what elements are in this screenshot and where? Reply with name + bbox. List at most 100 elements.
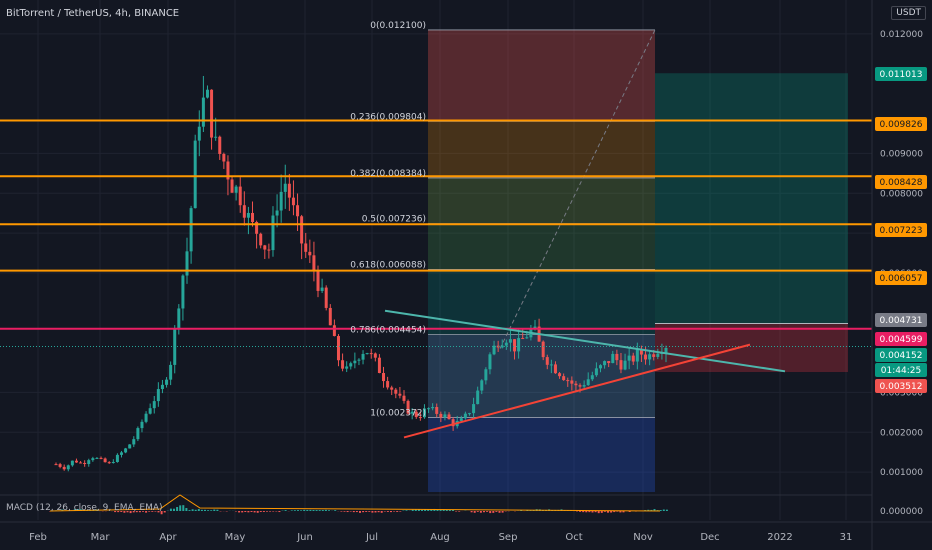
price-tick-label: 0.003000 (880, 388, 923, 398)
candle-body (332, 325, 336, 337)
position-stop-zone[interactable] (655, 323, 848, 373)
candle-body (124, 448, 128, 453)
candle-body (70, 460, 74, 466)
upper-trendline[interactable] (384, 309, 786, 373)
candle-body (386, 381, 390, 388)
candle-body (431, 407, 435, 409)
candle-body (648, 354, 652, 360)
candle-body (336, 336, 340, 361)
price-tag-label: 01:44:25 (881, 366, 921, 376)
candle-body (107, 462, 111, 464)
time-tick-label: Oct (565, 532, 582, 543)
candle-body (357, 359, 361, 361)
candle-body (553, 364, 557, 374)
time-tick-label: 2022 (767, 532, 792, 543)
candle-body (226, 161, 230, 180)
candle-body (467, 413, 471, 415)
fib-trend-line (499, 29, 656, 349)
fib-zone (428, 269, 655, 335)
candle-body (472, 404, 476, 414)
fib-level-label: 1(0.002372) (370, 408, 426, 418)
candle-body (603, 361, 607, 366)
candle-body (508, 339, 512, 343)
candle-body (414, 411, 418, 418)
fib-zone (428, 29, 655, 122)
candle-body (439, 413, 443, 418)
horizontal-levels[interactable] (0, 119, 872, 348)
candle-body (410, 411, 414, 414)
price-tick-label: 0.009000 (880, 149, 923, 159)
price-tag-label: 0.003512 (880, 382, 923, 392)
candle-body (222, 153, 226, 162)
candle-body (120, 452, 124, 455)
candle-body (99, 457, 103, 459)
candle-body (382, 372, 386, 382)
fib-zone (428, 177, 655, 224)
candle-body (140, 421, 144, 429)
trendlines[interactable] (384, 309, 786, 439)
candle-body (570, 380, 574, 384)
candle-body (406, 400, 410, 414)
candle-body (345, 366, 349, 369)
candle-body (210, 89, 214, 138)
candle-body (545, 357, 549, 365)
candle-body (463, 413, 467, 419)
price-axis[interactable]: 0.0120000.0090000.0080000.0070000.006000… (871, 0, 927, 550)
price-tick-label: 0.002000 (880, 428, 923, 438)
candle-body (488, 354, 492, 370)
time-tick-label: Jul (365, 532, 378, 543)
fib-zone (428, 223, 655, 270)
candle-body (623, 360, 627, 370)
candle-body (324, 287, 328, 308)
candle-body (316, 270, 320, 291)
candle-body (152, 401, 156, 409)
candle-body (607, 361, 611, 364)
price-tag (875, 223, 927, 237)
candle-body (128, 444, 132, 449)
candle-body (132, 439, 136, 445)
fib-zone (428, 121, 655, 178)
candles (54, 75, 668, 472)
candle-body (492, 345, 496, 355)
long-position-tool[interactable] (655, 73, 848, 373)
candle-body (619, 360, 623, 370)
time-tick-label: Apr (159, 532, 177, 543)
candle-body (136, 428, 140, 440)
candle-body (271, 215, 275, 251)
candle-body (214, 136, 218, 138)
candle-body (193, 140, 197, 209)
candle-body (66, 465, 70, 470)
macd-indicator-label[interactable]: MACD (12, 26, close, 9, EMA, EMA) (6, 503, 163, 513)
time-tick-label: Sep (499, 532, 518, 543)
candle-body (341, 360, 345, 369)
candle-body (160, 384, 164, 390)
candle-body (95, 457, 99, 459)
candle-body (189, 208, 193, 252)
candle-body (435, 407, 439, 414)
price-tag (875, 313, 927, 327)
candle-body (58, 464, 62, 467)
candle-body (308, 251, 312, 256)
candle-body (291, 197, 295, 206)
position-target-zone[interactable] (655, 73, 848, 324)
price-tag (875, 175, 927, 189)
fib-zone-extension (428, 417, 655, 492)
lower-trendline[interactable] (403, 343, 751, 439)
candle-body (165, 379, 169, 385)
candle-body (234, 186, 238, 193)
candle-body (304, 243, 308, 252)
candle-body (484, 369, 488, 381)
candle-body (263, 245, 267, 250)
fib-level-label: 0.236(0.009804) (350, 112, 426, 122)
candle-body (598, 365, 602, 369)
time-axis[interactable]: Feb Mar Apr May Jun Jul Aug Sep Oct Nov Dec 2022 31 (29, 532, 852, 543)
candle-body (447, 414, 451, 420)
time-tick-label: Dec (700, 532, 719, 543)
currency-unit[interactable]: USDT (891, 6, 926, 20)
candle-body (103, 458, 107, 463)
candle-body (582, 385, 586, 387)
candle-body (177, 308, 181, 329)
candle-body (639, 349, 643, 355)
